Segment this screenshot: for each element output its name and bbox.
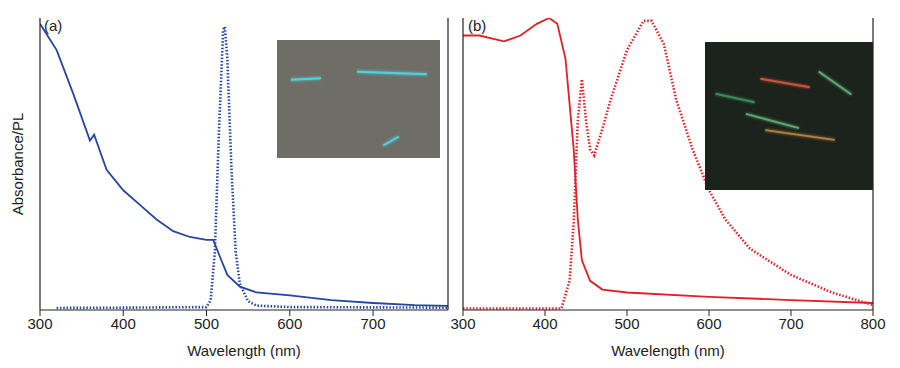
svg-text:Absorbance/PL: Absorbance/PL: [9, 113, 26, 216]
svg-text:Wavelength (nm): Wavelength (nm): [187, 342, 301, 359]
svg-text:700: 700: [361, 315, 386, 332]
html-text:(b): (b): [468, 17, 487, 34]
svg-text:400: 400: [111, 315, 136, 332]
svg-text:Wavelength (nm): Wavelength (nm): [611, 342, 725, 359]
svg-text:700: 700: [778, 315, 803, 332]
svg-text:300: 300: [450, 315, 475, 332]
svg-text:500: 500: [614, 315, 639, 332]
svg-text:300: 300: [27, 315, 52, 332]
svg-text:600: 600: [277, 315, 302, 332]
svg-text:800: 800: [860, 315, 885, 332]
svg-text:600: 600: [696, 315, 721, 332]
html-text:(a): (a): [44, 17, 63, 34]
svg-text:500: 500: [194, 315, 219, 332]
svg-text:400: 400: [532, 315, 557, 332]
